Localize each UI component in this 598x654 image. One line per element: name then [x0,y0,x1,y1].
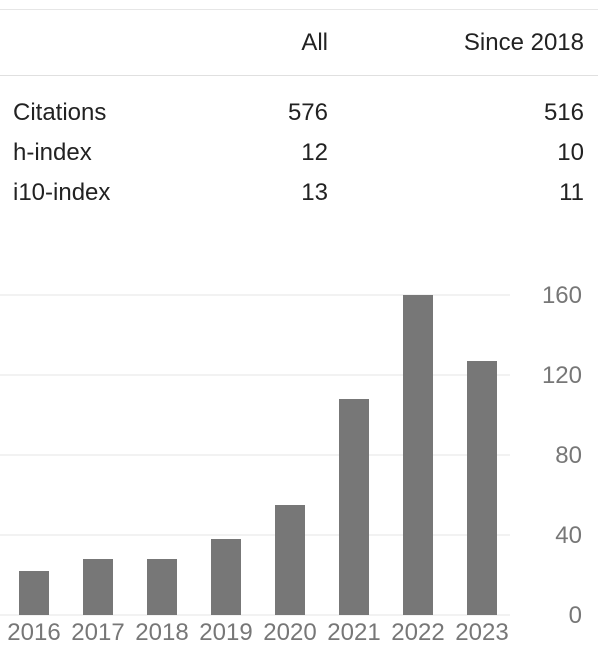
header-since: Since 2018 [463,29,584,56]
x-tick-label-2017: 2017 [71,619,124,646]
x-tick-label-2019: 2019 [199,619,252,646]
x-tick-label-2021: 2021 [327,619,380,646]
x-tick-label-2023: 2023 [455,619,508,646]
x-tick-label-2016: 2016 [7,619,60,646]
bar-2017[interactable] [83,559,113,615]
row-since-citations: 516 [543,99,584,126]
y-tick-label-0: 0 [569,602,582,629]
y-tick-labels: 0 40 80 120 160 [542,282,582,629]
bar-2016[interactable] [19,571,49,615]
x-tick-label-2020: 2020 [263,619,316,646]
x-tick-label-2022: 2022 [391,619,444,646]
y-tick-label-80: 80 [555,442,582,469]
row-label-h-index: h-index [13,139,92,166]
y-tick-label-120: 120 [542,362,582,389]
row-all-h-index: 12 [301,139,328,166]
grid-lines [0,294,510,616]
x-tick-label-2018: 2018 [135,619,188,646]
bar-2020[interactable] [275,505,305,615]
row-all-i10-index: 13 [301,179,328,206]
y-tick-label-40: 40 [555,522,582,549]
bar-2023[interactable] [467,361,497,615]
row-all-citations: 576 [287,99,328,126]
bar-2018[interactable] [147,559,177,615]
header-all: All [301,29,328,56]
bar-2019[interactable] [211,539,241,615]
bar-2021[interactable] [339,399,369,615]
row-since-i10-index: 11 [559,179,584,206]
header-rule [0,75,598,76]
y-tick-label-160: 160 [542,282,582,309]
bars [19,295,497,615]
row-label-i10-index: i10-index [13,179,111,206]
row-since-h-index: 10 [557,139,584,166]
row-label-citations: Citations [13,99,107,126]
table-top-rule [0,9,598,10]
x-tick-labels: 2016 2017 2018 2019 2020 2021 2022 2023 [7,619,508,646]
citations-bar-chart: 0 40 80 120 160 2016 2017 2018 2019 2020 2021 2022… [0,282,582,646]
bar-2022[interactable] [403,295,433,615]
